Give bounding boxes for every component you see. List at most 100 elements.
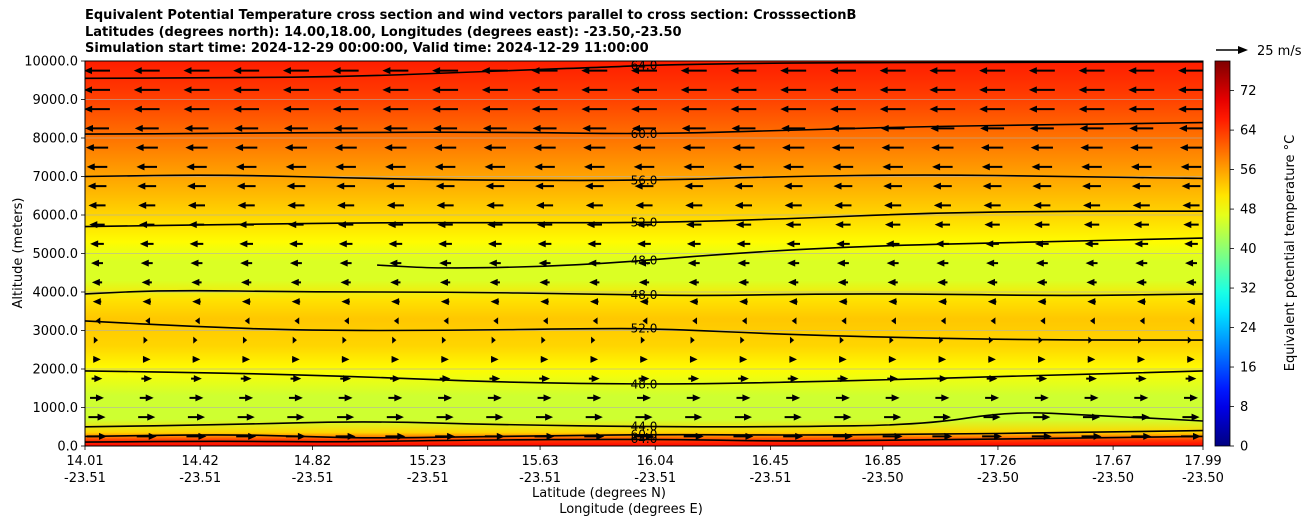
contour-label: 52.0	[631, 322, 658, 336]
wind-vector-head	[1181, 182, 1190, 190]
wind-vector-head	[486, 201, 495, 209]
wind-vector-head	[288, 221, 297, 229]
wind-vector-head	[385, 182, 394, 190]
wind-vector-head	[1178, 105, 1187, 113]
wind-vector-head	[133, 105, 142, 113]
wind-vector-head	[236, 182, 245, 190]
wind-vector-head	[941, 394, 950, 402]
wind-vector-head	[793, 413, 802, 421]
x-tick-label-longitude: -23.51	[179, 471, 221, 486]
wind-vector-head	[795, 432, 804, 440]
wind-vector-head	[740, 336, 745, 344]
wind-vector-head	[92, 298, 101, 306]
wind-vector-head	[832, 163, 841, 171]
wind-vector-head	[935, 240, 944, 248]
wind-vector-head	[1185, 259, 1194, 267]
colorbar-ticks: 0 8 16 24 32 40 48 56 64 72	[1230, 84, 1257, 455]
wind-vector-head	[834, 201, 843, 209]
y-tick-label: 9000.0	[33, 93, 79, 108]
wind-vector-head	[882, 163, 891, 171]
wind-vector-head	[940, 317, 946, 325]
wind-vector-head	[783, 182, 792, 190]
wind-vector-head	[590, 355, 599, 363]
wind-vector-head	[789, 336, 795, 344]
wind-vector-head	[1078, 86, 1087, 94]
wind-vector-head	[135, 144, 144, 152]
wind-vector-head	[731, 124, 740, 132]
wind-vector-head	[440, 298, 449, 306]
wind-vector-head	[86, 163, 95, 171]
wind-vector-head	[740, 375, 749, 383]
wind-vector-head	[347, 432, 356, 440]
colorbar-tick-label: 32	[1240, 282, 1257, 297]
wind-vector-head	[432, 105, 441, 113]
colorbar-tick-label: 72	[1240, 84, 1257, 99]
contour-label: 44.0	[631, 420, 658, 434]
wind-vector-head	[788, 298, 797, 306]
wind-vector-head	[139, 221, 148, 229]
wind-vector-head	[782, 144, 791, 152]
x-tick-label-longitude: -23.51	[407, 471, 449, 486]
wind-vector-head	[439, 278, 448, 286]
wind-vector-head	[85, 124, 94, 132]
wind-vector-head	[99, 432, 107, 440]
contour-label: 48.0	[631, 288, 658, 302]
wind-vector-head	[133, 67, 142, 75]
wind-vector-head	[397, 432, 406, 440]
wind-vector-head	[531, 86, 540, 94]
wind-vector-head	[432, 86, 441, 94]
wind-vector-head	[836, 240, 845, 248]
wind-vector-head	[1128, 86, 1137, 94]
wind-vector-head	[588, 259, 597, 267]
wind-vector-head	[248, 432, 257, 440]
wind-vector-head	[942, 413, 951, 421]
wind-vector-head	[843, 413, 852, 421]
wind-vector-head	[134, 124, 143, 132]
wind-vector-head	[593, 394, 602, 402]
wind-vector-head	[638, 259, 647, 267]
wind-vector-head	[145, 317, 151, 325]
wind-vector-head	[885, 240, 894, 248]
wind-vector-head	[437, 221, 446, 229]
wind-vector-head	[937, 278, 946, 286]
wind-vector-head	[139, 240, 148, 248]
wind-vector-head	[784, 201, 793, 209]
wind-vector-head	[841, 317, 847, 325]
wind-vector-head	[540, 355, 549, 363]
wind-vector-head	[735, 221, 744, 229]
wind-vector-head	[537, 240, 546, 248]
wind-vector-head	[1183, 221, 1192, 229]
wind-vector-head	[1031, 163, 1040, 171]
wind-vector-head	[487, 221, 496, 229]
wind-vector-head	[1189, 317, 1195, 325]
wind-vector-head	[782, 163, 791, 171]
wind-vector-head	[1129, 124, 1138, 132]
wind-vector-head	[1028, 105, 1037, 113]
wind-vector-head	[382, 67, 391, 75]
wind-vector-head	[833, 182, 842, 190]
wind-vector-head	[1135, 259, 1144, 267]
wind-vector-head	[183, 105, 192, 113]
wind-vector-head	[531, 105, 540, 113]
wind-vector-head	[936, 259, 945, 267]
wind-vector-head	[633, 163, 642, 171]
contour-label: 60.0	[631, 428, 658, 442]
wind-vector-head	[1092, 413, 1101, 421]
wind-vector-head	[583, 163, 592, 171]
wind-vector-head	[138, 201, 147, 209]
wind-vector-head	[286, 182, 295, 190]
wind-vector-head	[234, 124, 243, 132]
wind-vector-head	[193, 375, 202, 383]
wind-vector-head	[1128, 105, 1137, 113]
wind-vector-head	[188, 221, 197, 229]
wind-vector-head	[384, 144, 393, 152]
wind-vector-head	[780, 105, 789, 113]
wind-vector-head	[1036, 278, 1045, 286]
wind-vector-head	[734, 182, 743, 190]
wind-vector-head	[986, 259, 995, 267]
wind-vector-head	[640, 355, 648, 363]
wind-vector-head	[389, 259, 398, 267]
wind-vector-head	[930, 124, 939, 132]
wind-vector-head	[979, 67, 988, 75]
wind-vector-head	[933, 201, 942, 209]
